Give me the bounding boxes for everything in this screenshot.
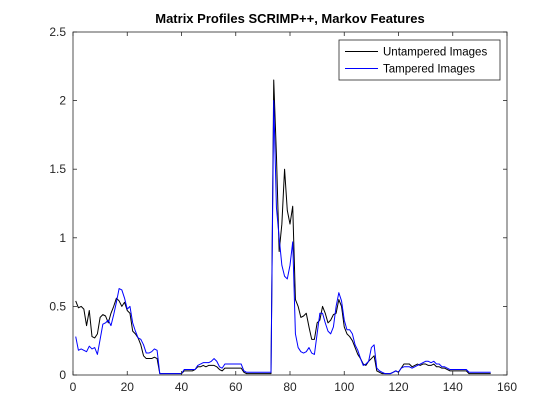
y-tick-label: 1.5 <box>49 162 66 176</box>
y-tick-label: 0.5 <box>49 299 66 313</box>
chart-title: Matrix Profiles SCRIMP++, Markov Feature… <box>155 11 424 26</box>
legend-label-untampered: Untampered Images <box>383 47 487 59</box>
series-layer <box>75 79 491 375</box>
x-tick-label: 60 <box>229 380 243 394</box>
x-tick-label: 80 <box>283 380 297 394</box>
legend-box <box>338 39 501 81</box>
x-tick-label: 160 <box>497 380 517 394</box>
y-tick-label: 1 <box>59 231 66 245</box>
y-tick-label: 2 <box>59 94 66 108</box>
series-line-untampered <box>75 79 491 375</box>
x-tick-label: 20 <box>121 380 135 394</box>
x-tick-label: 40 <box>175 380 189 394</box>
legend-label-tampered: Tampered Images <box>383 64 475 76</box>
x-tick-label: 0 <box>70 380 77 394</box>
plot-area <box>73 32 507 375</box>
y-tick-label: 0 <box>59 368 66 382</box>
x-tick-label: 120 <box>388 380 408 394</box>
series-line-tampered <box>75 100 491 375</box>
y-tick-label: 2.5 <box>49 25 66 39</box>
axes-layer: 0 20 40 60 80 100 120 140 160 0 0.5 1 1.5 2 2.5 <box>49 25 517 394</box>
x-tick-label: 140 <box>443 380 463 394</box>
legend: Untampered Images Tampered Images <box>338 39 501 81</box>
x-tick-label: 100 <box>334 380 354 394</box>
